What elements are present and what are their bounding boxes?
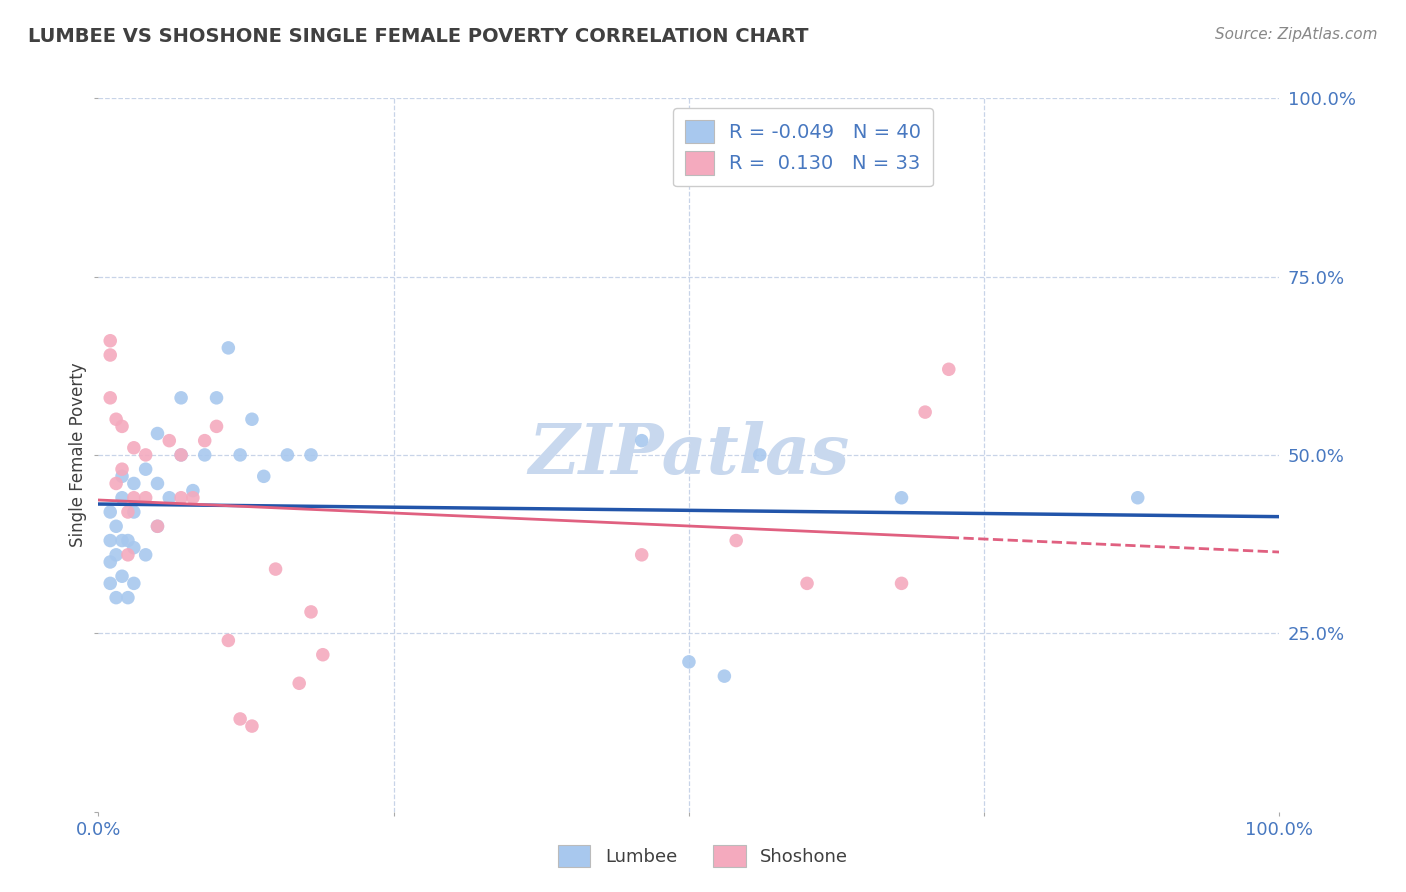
Point (1126, 491, 1149, 505)
Point (713, 669, 735, 683)
Point (105, 591, 128, 605)
Point (146, 476, 169, 491)
Point (170, 491, 193, 505)
Point (630, 434, 652, 448)
Point (146, 426, 169, 441)
Point (299, 448, 322, 462)
Point (725, 533, 748, 548)
Point (117, 505, 139, 519)
Text: LUMBEE VS SHOSHONE SINGLE FEMALE POVERTY CORRELATION CHART: LUMBEE VS SHOSHONE SINGLE FEMALE POVERTY… (28, 27, 808, 45)
Point (299, 605, 322, 619)
Legend: Lumbee, Shoshone: Lumbee, Shoshone (551, 838, 855, 874)
Point (205, 391, 228, 405)
Legend: R = -0.049   N = 40, R =  0.130   N = 33: R = -0.049 N = 40, R = 0.130 N = 33 (673, 108, 934, 186)
Point (135, 462, 157, 476)
Point (630, 548, 652, 562)
Point (264, 562, 287, 576)
Point (117, 548, 139, 562)
Point (111, 462, 134, 476)
Point (135, 548, 157, 562)
Point (170, 448, 193, 462)
Point (217, 633, 239, 648)
Point (98, 555, 121, 569)
Point (111, 533, 134, 548)
Point (122, 476, 145, 491)
Point (98, 576, 121, 591)
Text: Source: ZipAtlas.com: Source: ZipAtlas.com (1215, 27, 1378, 42)
Point (253, 469, 276, 483)
Point (748, 448, 770, 462)
Point (122, 491, 145, 505)
Point (98, 505, 121, 519)
Point (98, 533, 121, 548)
Point (146, 519, 169, 533)
Point (105, 412, 128, 426)
Point (111, 569, 134, 583)
Point (105, 519, 128, 533)
Point (122, 541, 145, 555)
Point (117, 591, 139, 605)
Point (122, 576, 145, 591)
Point (105, 548, 128, 562)
Point (938, 362, 960, 376)
Point (796, 576, 818, 591)
Point (122, 441, 145, 455)
Point (240, 412, 263, 426)
Point (135, 448, 157, 462)
Point (111, 419, 134, 434)
Text: ZIPatlas: ZIPatlas (529, 421, 849, 489)
Y-axis label: Single Female Poverty: Single Female Poverty (69, 363, 87, 547)
Point (205, 419, 228, 434)
Point (288, 676, 311, 690)
Point (194, 448, 217, 462)
Point (678, 655, 700, 669)
Point (170, 391, 193, 405)
Point (181, 483, 204, 498)
Point (111, 491, 134, 505)
Point (229, 712, 252, 726)
Point (276, 448, 298, 462)
Point (98, 334, 121, 348)
Point (240, 719, 263, 733)
Point (157, 491, 180, 505)
Point (111, 469, 134, 483)
Point (194, 434, 217, 448)
Point (105, 476, 128, 491)
Point (890, 491, 912, 505)
Point (135, 491, 157, 505)
Point (181, 491, 204, 505)
Point (217, 341, 239, 355)
Point (98, 391, 121, 405)
Point (117, 533, 139, 548)
Point (98, 348, 121, 362)
Point (890, 576, 912, 591)
Point (157, 434, 180, 448)
Point (229, 448, 252, 462)
Point (170, 448, 193, 462)
Point (312, 648, 335, 662)
Point (122, 505, 145, 519)
Point (914, 405, 936, 419)
Point (146, 519, 169, 533)
